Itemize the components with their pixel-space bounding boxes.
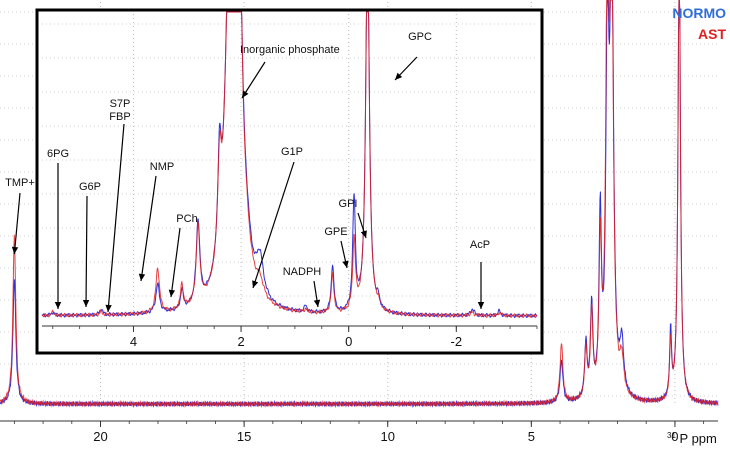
annotation-label: TMP+ bbox=[5, 177, 35, 189]
annotation-arrow-head bbox=[105, 304, 112, 312]
annotation-label: AcP bbox=[470, 239, 490, 251]
annotation-label-second-line: FBP bbox=[109, 111, 130, 123]
legend-normo: NORMO bbox=[672, 5, 726, 21]
inset-spectra bbox=[41, 11, 538, 319]
inset-plot-grid bbox=[42, 14, 537, 316]
x-tick-label: 0 bbox=[671, 429, 678, 444]
annotation-label: Inorganic phosphate bbox=[240, 44, 340, 56]
annotation-label: GPI bbox=[339, 198, 358, 210]
annotation-arrow-shaft bbox=[252, 161, 295, 289]
annotation-arrow-head bbox=[313, 299, 321, 307]
annotation-arrow-head bbox=[395, 72, 403, 80]
annotation-arrow-shaft bbox=[170, 227, 181, 298]
x-tick-label: -2 bbox=[451, 334, 463, 349]
x-axis-label-text: P ppm bbox=[680, 431, 717, 446]
annotation-arrow-head bbox=[168, 289, 176, 297]
x-tick-label: 20 bbox=[93, 429, 107, 444]
annotation-arrow-shaft bbox=[107, 123, 125, 313]
series-line-ast bbox=[0, 0, 719, 409]
annotation-arrow-shaft bbox=[241, 61, 266, 99]
annotation-arrow-head bbox=[242, 90, 249, 98]
inset-panel bbox=[35, 8, 544, 355]
annotation-label: G6P bbox=[79, 181, 101, 193]
annotation-label: S7P bbox=[110, 98, 131, 110]
x-axis-label: 31 P ppm bbox=[667, 426, 717, 446]
inset-x-axis: 4 2 0 -2 bbox=[42, 325, 538, 349]
x-tick-label: 10 bbox=[380, 429, 394, 444]
annotation-label: G1P bbox=[281, 146, 303, 158]
annotation-arrow-shaft bbox=[140, 175, 157, 282]
annotation-arrow-head bbox=[138, 273, 146, 281]
annotation-arrow-head bbox=[360, 230, 367, 238]
legend: NORMO AST bbox=[672, 5, 726, 42]
annotation-label: 6PG bbox=[47, 148, 69, 160]
legend-ast: AST bbox=[698, 26, 726, 42]
annotation-label: PCh bbox=[176, 213, 197, 225]
annotation-arrow-shaft bbox=[85, 195, 88, 308]
x-tick-label: 2 bbox=[237, 334, 244, 349]
annotation-label: GPC bbox=[408, 31, 432, 43]
annotation-arrow-head bbox=[54, 302, 62, 309]
annotation-arrow-head bbox=[342, 260, 349, 268]
annotation-label: GPE bbox=[324, 226, 347, 238]
annotation-arrow-head bbox=[82, 299, 90, 307]
main-annotations: TMP+ bbox=[5, 177, 35, 255]
series-line-ast bbox=[41, 11, 538, 319]
annotation-label: NMP bbox=[150, 161, 174, 173]
x-tick-label: 0 bbox=[345, 334, 352, 349]
annotation-label: NADPH bbox=[283, 266, 322, 278]
annotation-arrow-head bbox=[252, 280, 259, 288]
annotation-arrow-shaft bbox=[13, 192, 21, 255]
x-tick-label: 5 bbox=[528, 429, 535, 444]
x-tick-label: 15 bbox=[237, 429, 251, 444]
main-spectra bbox=[0, 0, 719, 409]
annotation-arrow-head bbox=[477, 302, 485, 309]
main-x-axis: 20 15 10 5 0 bbox=[0, 420, 718, 444]
annotation-arrow-head bbox=[11, 246, 19, 254]
x-axis-label-superscript: 31 bbox=[667, 431, 676, 440]
x-tick-label: 4 bbox=[130, 334, 137, 349]
